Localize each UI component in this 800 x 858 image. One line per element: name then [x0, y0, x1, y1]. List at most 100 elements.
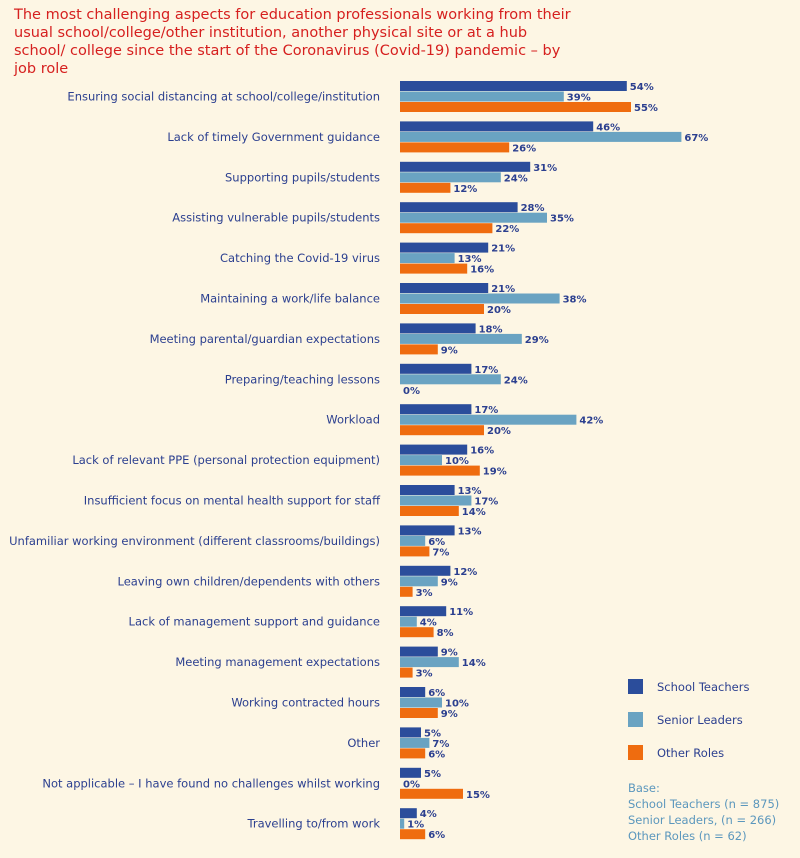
value-label-school-teachers-7: 18% — [479, 324, 503, 335]
category-label-assisting-vulnerable-pupils-students: Assisting vulnerable pupils/students — [172, 211, 380, 225]
bar-senior-leaders-4 — [400, 212, 547, 223]
value-label-senior-leaders-10: 10% — [445, 456, 469, 467]
bar-senior-leaders-8 — [400, 374, 501, 385]
bar-other-roles-10 — [400, 465, 480, 476]
value-label-other-roles-16: 9% — [441, 709, 458, 720]
bar-senior-leaders-1 — [400, 91, 564, 102]
category-label-catching-the-covid-19-virus: Catching the Covid-19 virus — [220, 251, 380, 265]
bar-school-teachers-11 — [400, 485, 455, 495]
value-label-senior-leaders-11: 17% — [474, 497, 498, 508]
value-label-senior-leaders-13: 9% — [441, 577, 458, 588]
category-label-unfamiliar-working-environment-different-classrooms-buildings: Unfamiliar working environment (differen… — [9, 534, 380, 548]
value-label-senior-leaders-19: 1% — [407, 820, 424, 831]
bar-school-teachers-3 — [400, 161, 531, 172]
bar-senior-leaders-6 — [400, 293, 560, 304]
value-label-school-teachers-9: 17% — [474, 405, 498, 416]
value-label-school-teachers-3: 31% — [533, 163, 557, 174]
bar-other-roles-14 — [400, 627, 434, 638]
category-label-working-contracted-hours: Working contracted hours — [231, 696, 380, 710]
value-label-school-teachers-17: 5% — [424, 728, 441, 739]
bar-school-teachers-17 — [400, 727, 421, 738]
bar-senior-leaders-2 — [400, 131, 682, 142]
legend-item-senior-leaders: Senior Leaders — [628, 703, 798, 736]
value-label-senior-leaders-16: 10% — [445, 699, 469, 710]
category-label-insufficient-focus-on-mental-health-support-for-staff: Insufficient focus on mental health supp… — [84, 494, 381, 508]
bar-senior-leaders-7 — [400, 333, 522, 344]
value-label-senior-leaders-4: 35% — [550, 214, 574, 225]
legend-swatch-senior-leaders — [628, 712, 643, 727]
value-label-other-roles-11: 14% — [462, 507, 486, 518]
bar-other-roles-17 — [400, 748, 426, 759]
bar-school-teachers-5 — [400, 242, 489, 253]
value-label-senior-leaders-2: 67% — [684, 133, 708, 144]
value-label-senior-leaders-7: 29% — [525, 335, 549, 346]
category-label-meeting-parental-guardian-expectations: Meeting parental/guardian expectations — [150, 332, 380, 346]
category-label-leaving-own-children-dependents-with-others: Leaving own children/dependents with oth… — [117, 574, 380, 588]
value-label-senior-leaders-9: 42% — [579, 416, 603, 427]
value-label-senior-leaders-15: 14% — [462, 658, 486, 669]
bar-school-teachers-7 — [400, 323, 476, 334]
category-label-lack-of-management-support-and-guidance: Lack of management support and guidance — [129, 615, 380, 629]
value-label-other-roles-4: 22% — [495, 224, 519, 235]
bar-other-roles-11 — [400, 506, 459, 516]
base-line-other-roles: Other Roles (n = 62) — [628, 829, 747, 843]
bar-senior-leaders-9 — [400, 414, 577, 425]
bar-other-roles-2 — [400, 142, 510, 153]
value-label-other-roles-9: 20% — [487, 426, 511, 437]
bar-other-roles-4 — [400, 223, 493, 234]
value-label-other-roles-14: 8% — [437, 628, 454, 639]
category-label-not-applicable-i-have-found-no-challenges-whilst-working: Not applicable – I have found no challen… — [42, 776, 380, 790]
category-label-preparing-teaching-lessons: Preparing/teaching lessons — [225, 372, 380, 386]
value-label-senior-leaders-3: 24% — [504, 173, 528, 184]
legend-swatch-school-teachers — [628, 679, 643, 694]
legend-label-school-teachers: School Teachers — [657, 679, 750, 694]
bar-other-roles-18 — [400, 788, 463, 799]
value-label-other-roles-1: 55% — [634, 103, 658, 114]
chart-title: The most challenging aspects for educati… — [14, 7, 571, 77]
value-label-school-teachers-18: 5% — [424, 769, 441, 780]
legend-swatch-other-roles — [628, 745, 643, 760]
bar-school-teachers-18 — [400, 767, 421, 778]
legend-item-school-teachers: School Teachers — [628, 670, 798, 703]
bar-school-teachers-8 — [400, 363, 472, 374]
value-label-senior-leaders-1: 39% — [567, 93, 591, 104]
value-label-senior-leaders-12: 6% — [428, 537, 445, 548]
bar-school-teachers-1 — [400, 81, 627, 91]
value-label-senior-leaders-8: 24% — [504, 375, 528, 386]
value-label-other-roles-10: 19% — [483, 467, 507, 478]
bar-other-roles-13 — [400, 586, 413, 597]
bar-senior-leaders-17 — [400, 737, 430, 748]
value-label-senior-leaders-6: 38% — [563, 295, 587, 306]
base-line-school-teachers: School Teachers (n = 875) — [628, 797, 780, 811]
value-label-senior-leaders-17: 7% — [432, 739, 449, 750]
value-label-school-teachers-5: 21% — [491, 244, 515, 255]
value-label-school-teachers-4: 28% — [521, 203, 545, 214]
value-label-other-roles-8: 0% — [403, 386, 420, 397]
value-label-school-teachers-8: 17% — [474, 365, 498, 376]
value-label-other-roles-5: 16% — [470, 265, 494, 276]
category-label-other: Other — [347, 736, 380, 750]
category-label-workload: Workload — [326, 413, 380, 427]
bar-other-roles-12 — [400, 546, 430, 557]
bar-other-roles-19 — [400, 829, 426, 840]
bar-senior-leaders-15 — [400, 657, 459, 668]
value-label-school-teachers-16: 6% — [428, 688, 445, 699]
value-label-school-teachers-6: 21% — [491, 284, 515, 295]
value-label-other-roles-3: 12% — [453, 184, 477, 195]
bar-school-teachers-14 — [400, 606, 447, 617]
bar-other-roles-15 — [400, 667, 413, 678]
value-label-other-roles-6: 20% — [487, 305, 511, 316]
bar-school-teachers-9 — [400, 404, 472, 415]
value-label-school-teachers-14: 11% — [449, 607, 473, 618]
value-label-other-roles-7: 9% — [441, 345, 458, 356]
legend-label-senior-leaders: Senior Leaders — [657, 712, 743, 727]
legend-item-other-roles: Other Roles — [628, 736, 798, 769]
category-label-ensuring-social-distancing-at-school-college-institution: Ensuring social distancing at school/col… — [67, 90, 380, 104]
value-label-school-teachers-10: 16% — [470, 446, 494, 457]
value-label-other-roles-13: 3% — [416, 588, 433, 599]
value-label-school-teachers-19: 4% — [420, 809, 437, 820]
bar-senior-leaders-14 — [400, 616, 417, 627]
category-label-supporting-pupils-students: Supporting pupils/students — [225, 170, 380, 184]
bar-school-teachers-12 — [400, 525, 455, 536]
